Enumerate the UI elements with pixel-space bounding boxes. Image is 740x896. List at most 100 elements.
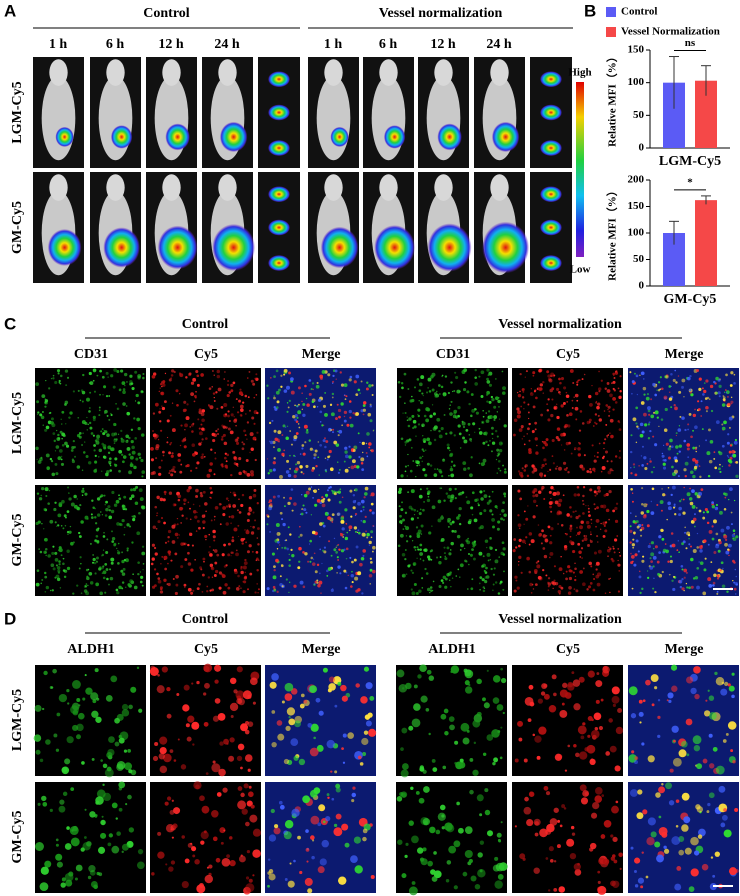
signal-dot [247,768,251,772]
signal-dot [287,880,295,888]
signal-dot [672,378,676,383]
signal-dot [448,449,451,452]
signal-dot [337,471,341,474]
signal-dot [351,570,353,573]
signal-dot [642,378,645,380]
signal-dot [136,531,141,536]
signal-dot [55,472,59,476]
signal-dot [62,569,66,572]
signal-dot [310,486,313,488]
signal-dot [491,441,496,445]
signal-dot [595,680,603,688]
signal-dot [713,551,717,555]
signal-dot [400,474,404,478]
signal-dot [213,374,215,376]
signal-dot [184,558,188,561]
signal-dot [629,525,632,528]
signal-dot [167,529,172,534]
signal-dot [241,808,248,815]
signal-dot [341,695,348,702]
signal-dot [349,556,352,559]
signal-dot [285,578,288,581]
signal-dot [479,588,481,591]
signal-dot [557,502,562,507]
signal-dot [698,561,700,563]
signal-dot [541,683,548,690]
signal-dot [274,824,279,829]
signal-dot [534,735,542,743]
signal-dot [255,373,258,376]
signal-dot [429,586,433,589]
signal-dot [372,430,374,432]
signal-dot [60,882,66,888]
signal-dot [250,472,254,477]
signal-dot [166,713,172,719]
signal-dot [209,553,213,557]
signal-dot [351,792,357,798]
signal-dot [671,685,678,692]
signal-dot [298,560,301,563]
signal-dot [399,520,403,524]
signal-dot [593,712,602,721]
signal-dot [322,820,326,824]
signal-dot [573,588,576,591]
signal-dot [537,698,544,704]
signal-dot [202,490,206,494]
signal-dot [638,575,642,579]
signal-dot [565,391,568,394]
signal-dot [595,422,598,425]
signal-dot [613,538,618,542]
signal-dot [667,692,674,699]
signal-dot [713,457,716,460]
signal-dot [692,474,696,479]
signal-dot [604,592,607,594]
signal-dot [311,382,315,385]
signal-dot [559,710,568,718]
signal-dot [138,511,141,515]
signal-dot [525,517,529,521]
signal-dot [134,400,137,402]
signal-dot [56,369,61,373]
signal-dot [688,586,691,590]
signal-dot [53,507,57,512]
signal-dot [297,566,301,570]
signal-dot [503,513,507,517]
signal-dot [553,887,558,892]
signal-dot [319,410,323,414]
signal-dot [132,487,137,492]
signal-dot [186,488,190,493]
signal-dot [301,444,305,447]
signal-dot [517,720,524,727]
signal-dot [575,515,579,520]
signal-dot [712,519,717,524]
signal-dot [486,377,489,381]
signal-dot [284,426,287,428]
signal-dot [70,541,74,546]
signal-dot [240,587,242,589]
signal-dot [457,405,461,410]
signal-dot [336,403,339,406]
signal-dot [486,380,491,384]
signal-dot [638,699,643,704]
signal-dot [492,697,500,704]
signal-dot [549,468,552,471]
signal-dot [417,408,421,412]
signal-dot [649,458,651,460]
signal-dot [552,581,557,586]
signal-dot [237,465,239,467]
signal-dot [501,370,504,373]
signal-dot [131,541,134,544]
signal-dot [246,849,251,854]
signal-dot [118,469,121,473]
signal-dot [683,468,687,472]
signal-dot [277,430,282,435]
signal-dot [577,542,581,546]
signal-dot [211,763,221,773]
signal-dot [734,807,739,812]
signal-dot [669,438,673,443]
signal-dot [290,377,294,381]
signal-dot [521,387,525,391]
signal-dot [324,412,328,417]
signal-dot [332,428,335,431]
signal-dot [491,517,495,522]
